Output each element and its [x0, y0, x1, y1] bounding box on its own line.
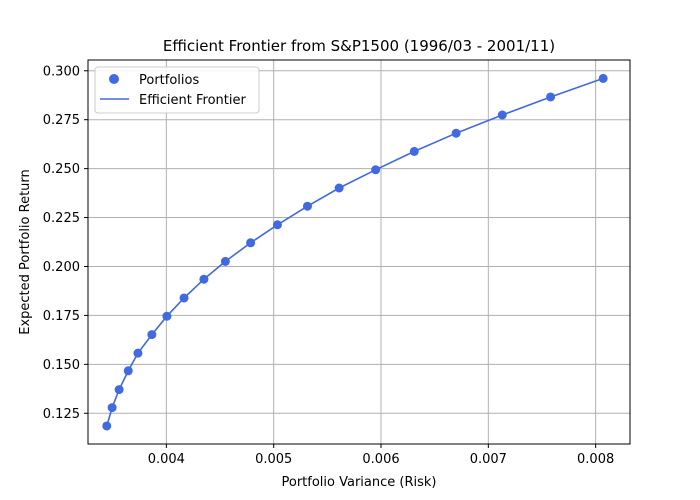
portfolio-point: [451, 128, 461, 138]
legend-portfolios-marker: [109, 74, 119, 84]
portfolio-points-layer: [102, 73, 608, 431]
portfolio-point: [371, 165, 381, 175]
portfolio-point: [334, 183, 344, 193]
y-tick-label: 0.150: [43, 358, 80, 373]
x-tick-label: 0.006: [362, 452, 399, 467]
portfolio-point: [199, 274, 209, 284]
y-tick-label: 0.200: [43, 260, 80, 275]
portfolio-point: [133, 348, 143, 358]
portfolio-point: [162, 311, 172, 321]
x-tick-label: 0.007: [470, 452, 507, 467]
x-axis-label: Portfolio Variance (Risk): [282, 475, 437, 490]
portfolio-point: [220, 256, 230, 266]
y-tick-label: 0.300: [43, 64, 80, 79]
portfolio-point: [123, 366, 133, 376]
grid-lines: [88, 60, 630, 444]
plot-frame: [87, 59, 631, 445]
y-tick-label: 0.225: [43, 211, 80, 226]
legend: Portfolios Efficient Frontier: [94, 66, 260, 114]
efficient-frontier-line: [106, 77, 604, 427]
portfolio-point: [598, 73, 608, 83]
x-axis-ticks: 0.004 0.005 0.006 0.007 0.008: [148, 444, 614, 467]
portfolio-point: [497, 110, 507, 120]
portfolio-point: [302, 201, 312, 211]
y-tick-label: 0.275: [43, 113, 80, 128]
y-tick-label: 0.175: [43, 309, 80, 324]
y-axis-label: Expected Portfolio Return: [18, 169, 33, 335]
chart-title: Efficient Frontier from S&P1500 (1996/03…: [163, 37, 555, 55]
x-tick-label: 0.004: [148, 452, 185, 467]
y-axis-ticks: 0.125 0.150 0.175 0.200 0.225 0.250 0.275 0.300: [43, 64, 88, 422]
y-tick-label: 0.250: [43, 162, 80, 177]
portfolio-point: [546, 92, 556, 102]
portfolio-point: [102, 421, 112, 431]
portfolio-point: [409, 146, 419, 156]
x-tick-label: 0.005: [255, 452, 292, 467]
legend-portfolios-label: Portfolios: [139, 73, 199, 88]
portfolio-point: [179, 293, 189, 303]
portfolio-point: [147, 330, 157, 340]
frontier-line-layer: [106, 77, 604, 427]
legend-box: [94, 66, 260, 114]
portfolio-point: [114, 385, 124, 395]
portfolio-point: [107, 403, 117, 413]
x-tick-label: 0.008: [577, 452, 614, 467]
legend-frontier-label: Efficient Frontier: [139, 93, 246, 108]
portfolio-point: [246, 238, 256, 248]
y-tick-label: 0.125: [43, 407, 80, 422]
portfolio-point: [272, 220, 282, 230]
